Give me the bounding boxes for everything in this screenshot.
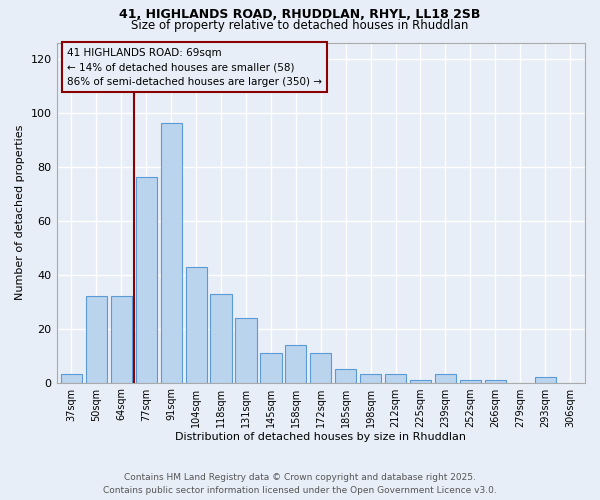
Bar	[136, 178, 157, 382]
Bar	[61, 374, 82, 382]
Bar	[435, 374, 456, 382]
Bar	[310, 353, 331, 382]
X-axis label: Distribution of detached houses by size in Rhuddlan: Distribution of detached houses by size …	[175, 432, 466, 442]
Text: Contains HM Land Registry data © Crown copyright and database right 2025.
Contai: Contains HM Land Registry data © Crown c…	[103, 474, 497, 495]
Bar	[161, 124, 182, 382]
Bar	[86, 296, 107, 382]
Text: 41 HIGHLANDS ROAD: 69sqm
← 14% of detached houses are smaller (58)
86% of semi-d: 41 HIGHLANDS ROAD: 69sqm ← 14% of detach…	[67, 48, 322, 87]
Bar	[485, 380, 506, 382]
Text: 41, HIGHLANDS ROAD, RHUDDLAN, RHYL, LL18 2SB: 41, HIGHLANDS ROAD, RHUDDLAN, RHYL, LL18…	[119, 8, 481, 20]
Bar	[260, 353, 281, 382]
Bar	[185, 266, 207, 382]
Bar	[285, 345, 307, 383]
Bar	[335, 369, 356, 382]
Text: Size of property relative to detached houses in Rhuddlan: Size of property relative to detached ho…	[131, 18, 469, 32]
Bar	[360, 374, 381, 382]
Bar	[460, 380, 481, 382]
Bar	[211, 294, 232, 382]
Bar	[535, 377, 556, 382]
Bar	[111, 296, 132, 382]
Bar	[235, 318, 257, 382]
Bar	[410, 380, 431, 382]
Bar	[385, 374, 406, 382]
Y-axis label: Number of detached properties: Number of detached properties	[15, 125, 25, 300]
